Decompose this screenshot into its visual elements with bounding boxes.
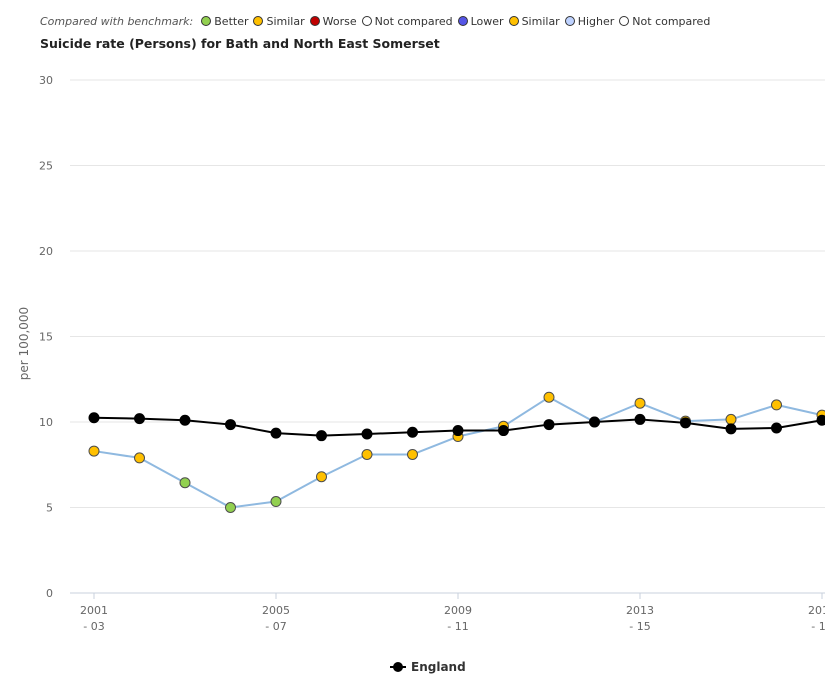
- benchmark-legend-label: Higher: [577, 14, 615, 28]
- england-data-point[interactable]: [634, 413, 646, 425]
- y-tick-label: 30: [39, 74, 53, 87]
- benchmark-legend: Compared with benchmark: Better Similar …: [40, 12, 715, 30]
- benchmark-legend-higher: Higher: [564, 14, 615, 28]
- x-tick-label: 2013- 15: [626, 604, 654, 633]
- area-data-point[interactable]: [134, 452, 145, 464]
- england-data-point[interactable]: [225, 419, 236, 431]
- england-data-point[interactable]: [589, 416, 600, 428]
- area-data-point[interactable]: [179, 477, 191, 489]
- england-data-point[interactable]: [407, 426, 418, 438]
- benchmark-legend-similar: Similar: [253, 14, 305, 28]
- y-tick-label: 15: [39, 331, 53, 344]
- area-data-point[interactable]: [634, 397, 646, 409]
- area-data-point[interactable]: [225, 502, 236, 513]
- area-data-point[interactable]: [725, 413, 737, 425]
- grid-lines: [70, 79, 825, 594]
- england-data-point[interactable]: [816, 414, 825, 426]
- benchmark-legend-label: Better: [214, 14, 249, 28]
- series-points: [88, 391, 825, 513]
- worse-dot-icon: [309, 16, 320, 26]
- similar-dot-icon: [253, 16, 264, 26]
- benchmark-legend-lower: Lower: [457, 14, 504, 28]
- x-tick-label: 2009- 11: [444, 604, 472, 633]
- benchmark-legend-label: Lower: [470, 14, 504, 28]
- england-data-point[interactable]: [134, 413, 145, 425]
- england-data-point[interactable]: [498, 425, 509, 437]
- area-data-point[interactable]: [771, 399, 782, 411]
- benchmark-legend-label: Similar: [266, 14, 305, 28]
- y-tick-label: 20: [39, 245, 53, 258]
- better-dot-icon: [201, 16, 212, 26]
- x-tick-label: 2001- 03: [80, 604, 108, 633]
- benchmark-legend-lead: Compared with benchmark:: [40, 14, 194, 28]
- series-legend[interactable]: England: [390, 660, 466, 674]
- england-legend-marker-icon: [390, 662, 406, 672]
- england-data-point[interactable]: [179, 414, 191, 426]
- axes: 0 5 10 15 20 25 30 2001- 03 2005- 07 2009- 11 2013…: [17, 74, 825, 633]
- area-data-point[interactable]: [88, 445, 100, 457]
- area-data-point[interactable]: [361, 448, 373, 460]
- area-data-point[interactable]: [270, 496, 282, 508]
- y-tick-label: 0: [46, 587, 53, 600]
- england-data-point[interactable]: [316, 430, 327, 442]
- y-tick-label: 5: [46, 502, 53, 515]
- area-series-line: [93, 396, 823, 509]
- england-data-point[interactable]: [88, 412, 100, 424]
- benchmark-legend-worse: Worse: [309, 14, 357, 28]
- england-data-point[interactable]: [543, 419, 555, 431]
- y-axis-title: per 100,000: [17, 307, 31, 380]
- area-data-point[interactable]: [407, 448, 418, 460]
- x-tick-label: 2005- 07: [262, 604, 290, 633]
- benchmark-legend-label: Not compared: [374, 14, 453, 28]
- lower-dot-icon: [457, 16, 468, 26]
- england-data-point[interactable]: [361, 428, 373, 440]
- benchmark-legend-label: Worse: [322, 14, 357, 28]
- benchmark-legend-label: Not compared: [632, 14, 711, 28]
- higher-dot-icon: [564, 16, 575, 26]
- chart-title: Suicide rate (Persons) for Bath and Nort…: [40, 36, 440, 51]
- benchmark-legend-not-compared-2: Not compared: [619, 15, 710, 28]
- x-tick-label: 2017- 19: [808, 604, 825, 633]
- england-data-point[interactable]: [680, 417, 691, 429]
- similar-dot-icon: [508, 16, 519, 26]
- series-legend-label: England: [411, 660, 466, 674]
- benchmark-legend-similar-2: Similar: [508, 14, 560, 28]
- not-compared-dot-icon: [619, 16, 630, 26]
- series-lines: [93, 396, 823, 509]
- england-data-point[interactable]: [725, 423, 737, 435]
- benchmark-legend-better: Better: [201, 15, 248, 28]
- y-tick-label: 10: [39, 416, 53, 429]
- area-data-point[interactable]: [316, 471, 327, 483]
- area-data-point[interactable]: [543, 391, 555, 403]
- benchmark-legend-not-compared: Not compared: [361, 14, 453, 28]
- benchmark-legend-label: Similar: [521, 14, 560, 28]
- england-data-point[interactable]: [270, 427, 282, 439]
- y-tick-label: 25: [39, 160, 53, 173]
- england-data-point[interactable]: [452, 425, 464, 437]
- england-data-point[interactable]: [771, 422, 782, 434]
- not-compared-dot-icon: [361, 16, 372, 26]
